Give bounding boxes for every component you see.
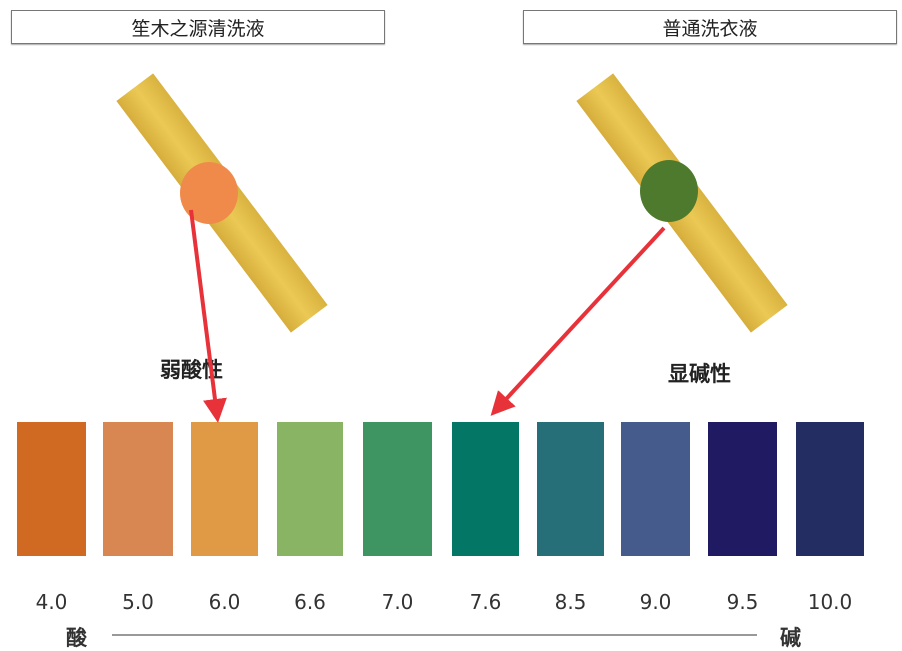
ph-swatch [621,422,690,556]
ph-value-label: 5.0 [122,590,154,614]
right-title-box: 普通洗衣液 [523,10,897,44]
right-strip-spot [640,160,698,222]
ph-value-label: 6.0 [208,590,241,614]
alkaline-label: 显碱性 [668,362,731,386]
ph-swatch [103,422,173,556]
ph-swatch [277,422,343,556]
left-title-box: 笙木之源清洗液 [11,10,385,44]
ph-value-label: 9.5 [726,590,759,614]
ph-value-label: 9.0 [639,590,672,614]
ph-swatch [191,422,258,556]
base-label: 碱 [780,626,801,650]
ph-value-label: 7.6 [469,590,502,614]
right-arrow [490,226,666,416]
ph-swatch [452,422,519,556]
ph-swatch [17,422,86,556]
ph-swatch [537,422,604,556]
left-arrow [189,209,227,423]
ph-swatch [363,422,432,556]
ph-value-label: 7.0 [381,590,414,614]
ph-value-label: 8.5 [554,590,587,614]
ph-value-label: 4.0 [35,590,68,614]
acid-label: 酸 [66,626,87,650]
ph-value-label: 6.6 [294,590,326,614]
ph-value-label: 10.0 [807,590,853,614]
ph-swatch [796,422,864,556]
ph-axis-line [112,634,757,636]
ph-swatch [708,422,777,556]
